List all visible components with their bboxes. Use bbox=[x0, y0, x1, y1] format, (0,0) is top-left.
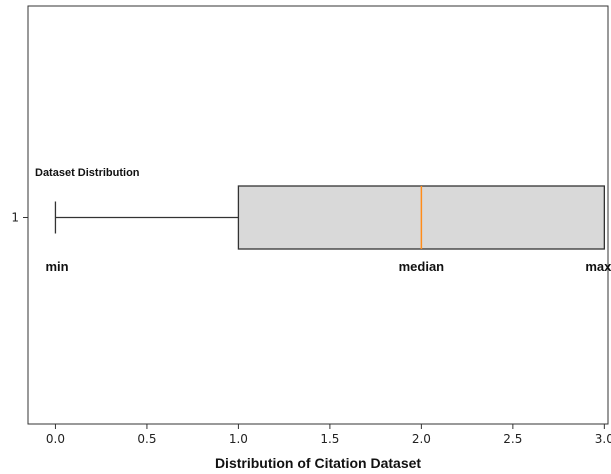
x-tick-label: 2.5 bbox=[503, 432, 522, 446]
y-tick-label: 1 bbox=[11, 211, 19, 225]
x-axis-label: Distribution of Citation Dataset bbox=[215, 455, 421, 471]
x-tick-label: 1.5 bbox=[320, 432, 339, 446]
x-tick-label: 0.0 bbox=[46, 432, 65, 446]
x-tick-label: 0.5 bbox=[137, 432, 156, 446]
x-tick-label: 2.0 bbox=[412, 432, 431, 446]
annotation-max: max bbox=[585, 259, 611, 274]
x-tick-label: 3.0 bbox=[595, 432, 611, 446]
chart-marks: 0.0 0.5 1.0 1.5 2.0 2.5 3.0 1 Dataset Distributi… bbox=[11, 167, 611, 446]
annotation-min: min bbox=[45, 259, 68, 274]
plot-frame bbox=[27, 5, 609, 425]
annotation-median: median bbox=[399, 259, 445, 274]
x-tick-label: 1.0 bbox=[229, 432, 248, 446]
annotation-dataset-distribution: Dataset Distribution bbox=[35, 167, 140, 179]
